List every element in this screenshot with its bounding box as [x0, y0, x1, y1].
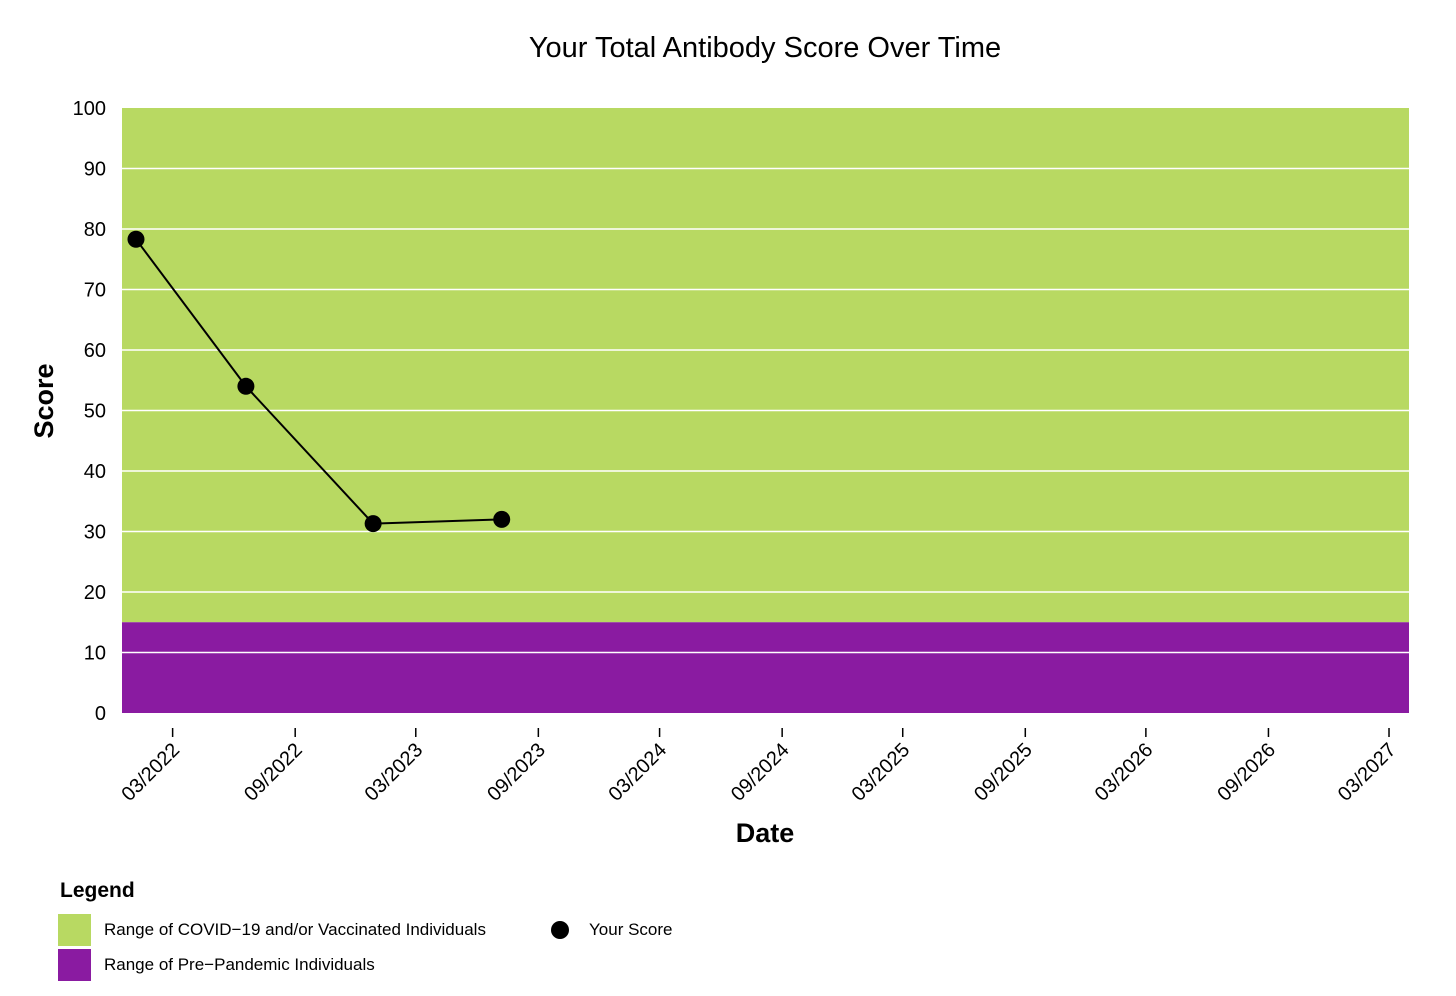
- y-tick-label-20: 20: [84, 582, 106, 604]
- x-tick-label-09-2024: 09/2024: [727, 739, 794, 806]
- y-tick-label-10: 10: [84, 643, 106, 665]
- y-tick-label-60: 60: [84, 340, 106, 362]
- y-tick-label-100: 100: [73, 98, 106, 120]
- legend-item-your-score: Your Score: [58, 914, 778, 946]
- legend-label-covid-vaccinated-range: Range of COVID−19 and/or Vaccinated Indi…: [104, 920, 486, 939]
- legend-label-your-score: Your Score: [589, 920, 673, 939]
- y-tick-label-0: 0: [95, 703, 106, 725]
- y-tick-label-40: 40: [84, 461, 106, 483]
- your-score-series: [127, 230, 511, 533]
- x-tick-label-03-2024: 03/2024: [604, 739, 671, 806]
- legend-label-pre-pandemic-range: Range of Pre−Pandemic Individuals: [104, 955, 375, 974]
- x-axis-ticks: 03/2022 09/2022 03/2023 09/2023 03/2024 09/20…: [117, 728, 1401, 806]
- x-tick-label-03-2025: 03/2025: [848, 739, 915, 806]
- range-bands: [122, 108, 1409, 713]
- x-tick-label-03-2023: 03/2023: [361, 739, 428, 806]
- antibody-score-chart: Your Total Antibody Score Over Time 0 10 2…: [29, 32, 1409, 848]
- x-tick-label-09-2025: 09/2025: [970, 739, 1037, 806]
- x-tick-label-03-2027: 03/2027: [1334, 739, 1401, 806]
- x-axis-label: Date: [736, 818, 795, 848]
- y-tick-label-90: 90: [84, 159, 106, 181]
- x-tick-label-03-2026: 03/2026: [1091, 739, 1158, 806]
- x-tick-label-09-2026: 09/2026: [1213, 739, 1280, 806]
- legend: Legend Range of COVID−19 and/or Vaccinat…: [58, 876, 778, 988]
- y-tick-label-80: 80: [84, 219, 106, 241]
- legend-title: Legend: [60, 879, 135, 902]
- legend-swatch-purple: [58, 949, 91, 981]
- chart-title: Your Total Antibody Score Over Time: [529, 32, 1001, 64]
- x-tick-label-09-2023: 09/2023: [483, 739, 550, 806]
- data-point-3: [364, 515, 382, 533]
- band-range-of-covid-19-and-or-vaccinated-individuals: [122, 108, 1409, 623]
- y-axis-label: Score: [29, 363, 59, 438]
- y-axis-ticks: 0 10 20 30 40 50 60 70 80 90 100: [73, 98, 106, 725]
- x-tick-label-09-2022: 09/2022: [240, 739, 307, 806]
- band-range-of-pre-pandemic-individuals: [122, 622, 1409, 713]
- legend-swatch-green: [58, 914, 91, 946]
- y-tick-label-30: 30: [84, 522, 106, 544]
- horizontal-gridlines: [122, 167, 1409, 654]
- data-point-1: [127, 230, 145, 248]
- legend-marker-dot: [551, 921, 569, 939]
- x-tick-label-03-2022: 03/2022: [117, 739, 184, 806]
- data-point-2: [237, 377, 255, 395]
- y-tick-label-70: 70: [84, 280, 106, 302]
- legend-item-covid-vaccinated-range: Range of COVID−19 and/or Vaccinated Indi…: [58, 914, 538, 946]
- y-tick-label-50: 50: [84, 401, 106, 423]
- series-line-your-score: [135, 238, 502, 525]
- data-point-4: [493, 510, 511, 528]
- legend-item-pre-pandemic-range: Range of Pre−Pandemic Individuals: [58, 949, 538, 981]
